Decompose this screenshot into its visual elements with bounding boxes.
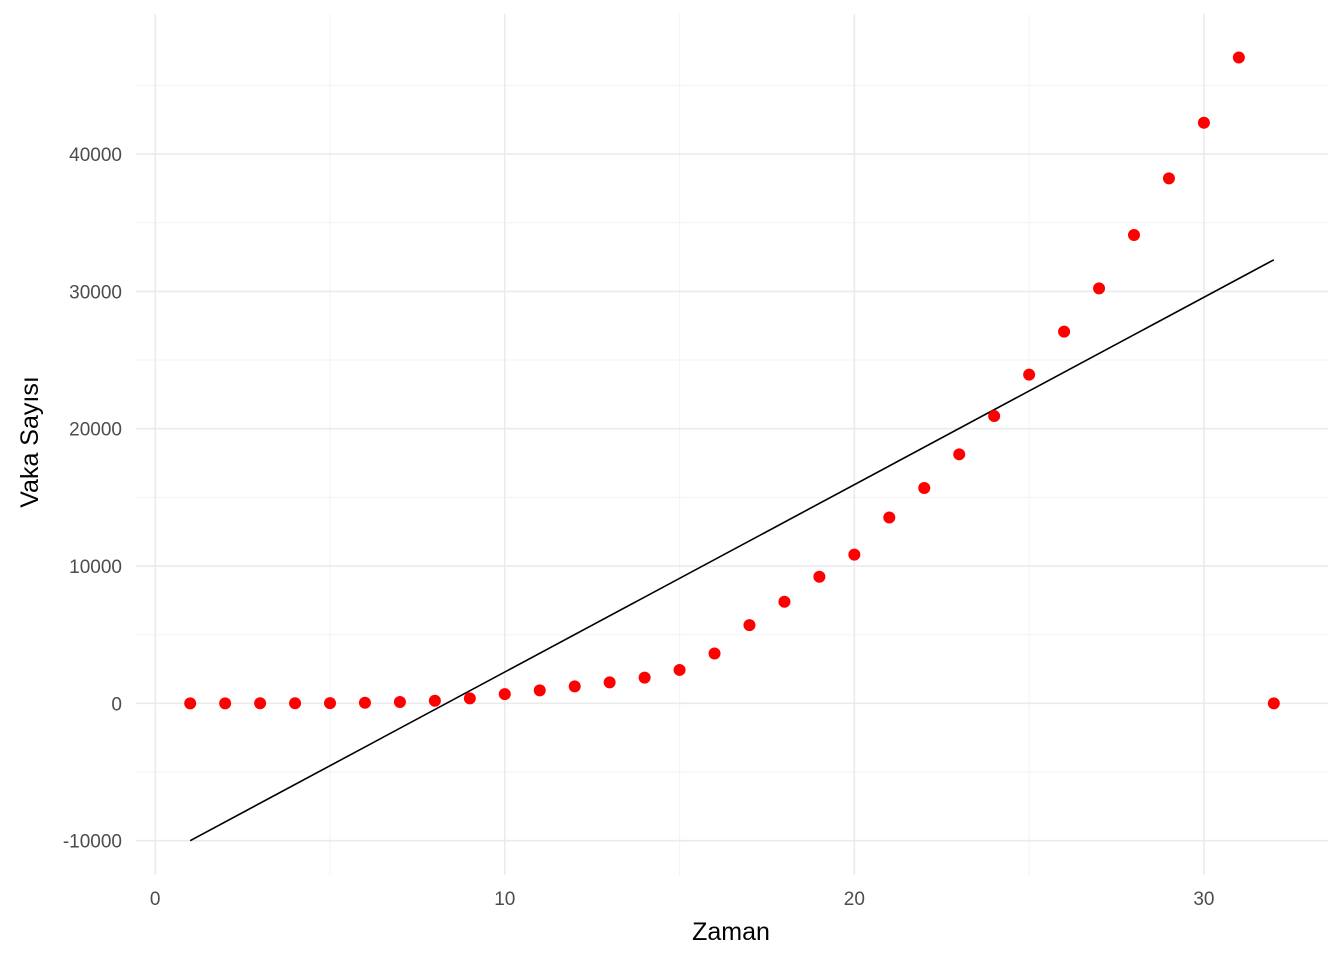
data-point [1162, 172, 1175, 185]
data-point [1127, 228, 1140, 241]
data-point [498, 688, 511, 701]
data-point [883, 511, 896, 524]
x-axis-tick-labels: 0 10 20 30 [150, 889, 1215, 910]
data-point [324, 697, 337, 710]
data-point [393, 696, 406, 709]
data-point [1267, 697, 1280, 710]
y-tick-label: 30000 [69, 282, 122, 303]
data-point [778, 595, 791, 608]
x-tick-label: 20 [844, 889, 865, 910]
x-tick-label: 0 [150, 889, 161, 910]
y-tick-label: 20000 [69, 420, 122, 441]
y-tick-label: 10000 [69, 557, 122, 578]
y-tick-label: -10000 [63, 832, 122, 853]
data-point [988, 410, 1001, 423]
data-point [254, 697, 267, 710]
data-point [568, 680, 581, 693]
data-point [918, 482, 931, 495]
fit-line-layer [189, 259, 1275, 842]
x-axis-title: Zaman [692, 918, 770, 946]
data-point [289, 697, 302, 710]
x-tick-label: 30 [1193, 889, 1214, 910]
x-tick-label: 10 [494, 889, 515, 910]
data-point [428, 694, 441, 707]
y-tick-label: 40000 [69, 145, 122, 166]
data-point [463, 692, 476, 705]
data-point [533, 684, 546, 697]
data-point [848, 548, 861, 561]
data-point [1232, 51, 1245, 64]
y-axis-tick-labels: -10000 0 10000 20000 30000 40000 [63, 145, 122, 853]
y-axis-title: Vaka Sayısı [16, 376, 44, 508]
data-point [1197, 116, 1210, 129]
data-point [1093, 282, 1106, 295]
data-point [708, 647, 721, 660]
data-point [673, 663, 686, 676]
data-point [953, 448, 966, 461]
regression-line [189, 259, 1275, 842]
data-point [358, 696, 371, 709]
grid-lines [136, 14, 1328, 875]
data-points-layer [184, 51, 1280, 710]
data-point [184, 697, 197, 710]
data-point [743, 619, 756, 632]
y-tick-label: 0 [111, 694, 122, 715]
data-point [638, 671, 651, 684]
data-point [813, 570, 826, 583]
data-point [1058, 325, 1071, 338]
data-point [1023, 368, 1036, 381]
data-point [219, 697, 232, 710]
data-point [603, 676, 616, 689]
